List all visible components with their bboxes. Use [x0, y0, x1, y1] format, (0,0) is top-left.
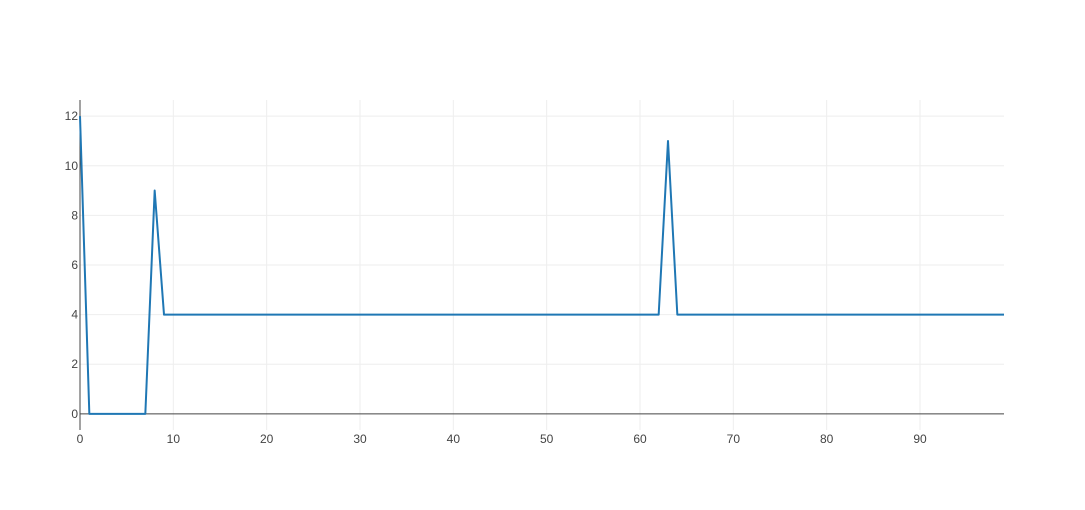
y-tick-label: 12 — [65, 109, 79, 123]
grid — [80, 100, 1004, 430]
y-tick-label: 2 — [71, 357, 78, 371]
x-tick-label: 80 — [820, 432, 834, 446]
y-tick-label: 6 — [71, 258, 78, 272]
x-tick-label: 30 — [353, 432, 367, 446]
series-layer — [79, 116, 1004, 415]
tick-labels: 0 10 20 30 40 50 60 70 80 90 0 2 4 6 8 10 12 — [65, 109, 927, 446]
x-tick-label: 0 — [77, 432, 84, 446]
y-tick-label: 4 — [71, 308, 78, 322]
series-line — [79, 116, 1004, 415]
axes — [79, 100, 1004, 430]
x-tick-label: 20 — [260, 432, 274, 446]
x-tick-label: 70 — [727, 432, 741, 446]
x-tick-label: 90 — [913, 432, 927, 446]
x-tick-label: 50 — [540, 432, 554, 446]
y-tick-label: 0 — [71, 407, 78, 421]
x-tick-label: 60 — [633, 432, 647, 446]
x-tick-label: 10 — [167, 432, 181, 446]
y-tick-label: 8 — [71, 208, 78, 222]
y-tick-label: 10 — [65, 159, 79, 173]
x-tick-label: 40 — [447, 432, 461, 446]
